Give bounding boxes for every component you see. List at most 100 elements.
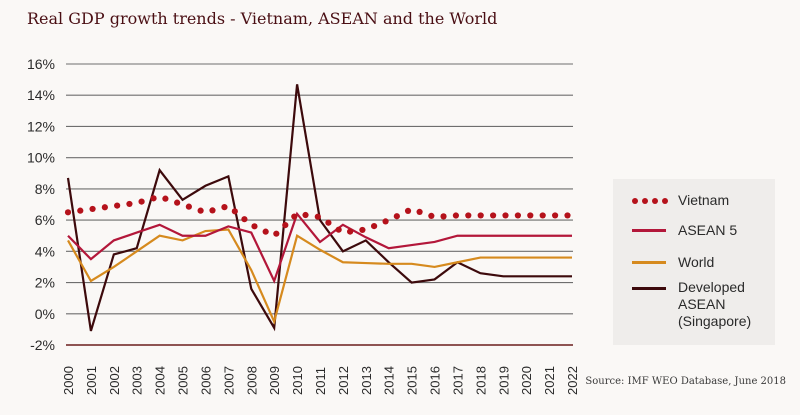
x-tick-label: 2004 [153, 366, 168, 395]
series-dot [291, 213, 298, 220]
line-swatch-icon [632, 261, 666, 264]
series-dot [465, 212, 472, 219]
y-axis-ticks: 16% 14% 12% 10% 8% 6% 4% 2% 0% -2% [27, 56, 55, 353]
series-dot [335, 226, 342, 233]
series-dot [404, 207, 412, 215]
x-tick-label: 2018 [473, 366, 488, 395]
series-dot [416, 208, 423, 215]
x-tick-label: 2011 [313, 367, 328, 395]
x-tick-label: 2008 [244, 366, 259, 395]
legend: Vietnam ASEAN 5 World Developed ASEAN (S… [613, 179, 775, 345]
series-dot [477, 212, 484, 219]
series-dot [273, 230, 280, 237]
series-line [67, 228, 572, 325]
series-dot [325, 219, 332, 226]
x-tick-label: 2013 [359, 366, 374, 395]
series-dot [527, 212, 534, 219]
series-dot [126, 200, 133, 208]
series-line [66, 84, 572, 332]
series-dot [138, 198, 145, 205]
series-dot [514, 212, 521, 219]
series-dot [150, 195, 157, 202]
series-dot [241, 216, 248, 223]
y-tick-label: 12% [27, 118, 55, 134]
x-tick-label: 2003 [130, 366, 145, 395]
y-tick-label: 10% [27, 150, 55, 166]
y-tick-label: 4% [35, 243, 55, 259]
series-group [64, 84, 572, 332]
x-tick-label: 2016 [428, 366, 443, 395]
x-tick-label: 2000 [61, 366, 76, 395]
x-tick-label: 2006 [198, 366, 213, 395]
y-tick-label: 0% [35, 306, 55, 322]
series-dot [114, 202, 121, 209]
series-dot [197, 207, 204, 214]
x-tick-label: 2012 [336, 366, 351, 395]
series-dot [231, 208, 238, 215]
series-dot [101, 204, 108, 211]
series-dot [347, 228, 354, 235]
series-dot [539, 212, 546, 219]
line-swatch-icon [632, 287, 666, 290]
series-vietnam [64, 195, 571, 237]
series-dot [302, 211, 309, 219]
x-tick-label: 2021 [542, 366, 557, 395]
y-tick-label: 2% [35, 275, 55, 291]
series-dot [162, 195, 169, 202]
series-dot [452, 212, 460, 219]
x-axis-ticks: 2000 2001 2002 2003 2004 2005 2006 2007 2008 2009… [61, 366, 580, 395]
series-dot [185, 203, 192, 210]
x-tick-label: 2014 [382, 366, 397, 395]
series-world [67, 228, 572, 325]
series-dot [282, 222, 289, 229]
x-tick-label: 2010 [290, 366, 305, 395]
series-dot [440, 213, 447, 220]
x-tick-label: 2022 [565, 366, 580, 395]
series-dot [428, 212, 435, 219]
x-tick-label: 2017 [450, 366, 465, 395]
x-tick-label: 2005 [176, 366, 191, 395]
legend-label: World [678, 254, 715, 270]
series-dot [502, 212, 509, 219]
series-dot [221, 204, 228, 211]
series-dot [370, 222, 378, 230]
legend-label: Vietnam [678, 192, 730, 208]
line-swatch-icon [632, 229, 666, 232]
y-tick-label: 8% [35, 181, 55, 197]
legend-label: ASEAN 5 [678, 222, 738, 238]
x-tick-label: 2007 [221, 366, 236, 395]
x-tick-label: 2015 [405, 366, 420, 395]
legend-label: Developed ASEAN (Singapore) [678, 279, 752, 329]
x-tick-label: 2009 [267, 366, 282, 395]
dotted-line-swatch-icon [632, 198, 668, 204]
x-tick-label: 2001 [84, 366, 99, 395]
series-dot [551, 212, 559, 219]
series-dot [393, 213, 400, 220]
series-dot [489, 212, 497, 219]
series-dot [382, 218, 389, 225]
y-tick-label: 14% [27, 87, 55, 103]
series-dot [174, 199, 181, 206]
x-tick-label: 2002 [107, 366, 122, 395]
y-tick-label: 16% [27, 56, 55, 72]
series-dot [262, 228, 269, 235]
series-line [67, 211, 572, 284]
series-developed-asean-singapore [66, 84, 572, 332]
series-dot [251, 223, 258, 230]
series-dot [314, 213, 321, 220]
y-tick-label: 6% [35, 212, 55, 228]
series-dot [564, 212, 571, 219]
x-tick-label: 2019 [496, 366, 511, 395]
series-asean-5 [67, 211, 572, 284]
chart-title: Real GDP growth trends - Vietnam, ASEAN … [27, 9, 498, 28]
series-dot [209, 207, 216, 214]
y-tick-label: -2% [30, 337, 55, 353]
series-dot [77, 207, 84, 214]
source-note: Source: IMF WEO Database, June 2018 [585, 376, 786, 387]
series-dot [359, 226, 366, 234]
x-tick-label: 2020 [519, 366, 534, 395]
series-dot [89, 205, 96, 213]
series-dot [64, 209, 72, 216]
gridlines [66, 63, 573, 346]
